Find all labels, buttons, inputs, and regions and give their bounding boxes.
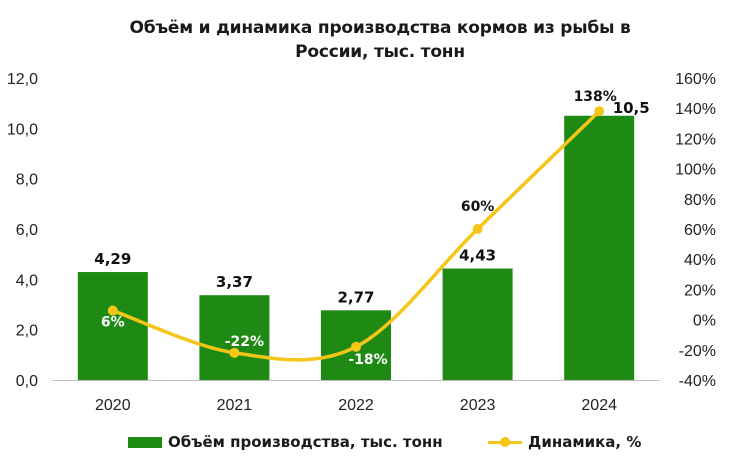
dynamics-line (111, 109, 601, 362)
y-left-tick-label: 8,0 (16, 172, 38, 189)
y-left-tick-label: 2,0 (16, 323, 38, 340)
x-tick-label: 2022 (338, 397, 374, 414)
legend-bar-swatch (128, 436, 162, 448)
bar-value-label: 10,5 (613, 99, 650, 117)
bar (564, 115, 635, 380)
dynamics-point (107, 305, 118, 316)
chart-title-line-2: России, тыс. тонн (295, 42, 465, 62)
legend-item-volume: Объём производства, тыс. тонн (128, 433, 443, 451)
y-right-tick-label: -20% (679, 343, 716, 360)
x-tick-label: 2024 (581, 397, 617, 414)
y-right-tick-label: 20% (684, 282, 716, 299)
dynamics-point (472, 224, 483, 234)
dynamics-point (229, 347, 240, 358)
bar-value-label: 2,77 (337, 288, 374, 306)
y-right-tick-label: 160% (675, 71, 716, 88)
chart-title-line-1: Объём и динамика производства кормов из … (129, 18, 631, 38)
y-left-tick-label: 4,0 (16, 272, 38, 289)
legend-line-swatch (488, 436, 522, 448)
bar-value-label: 4,43 (459, 247, 496, 265)
y-right-tick-label: 60% (684, 222, 716, 239)
y-right-tick-label: 80% (684, 192, 716, 209)
line-value-label: 138% (574, 89, 617, 105)
line-value-label: 60% (461, 199, 495, 215)
x-tick-label: 2023 (460, 397, 496, 414)
y-left-tick-label: 6,0 (16, 222, 38, 239)
y-left-tick-label: 10,0 (7, 121, 38, 138)
bar (442, 268, 513, 380)
y-left-tick-label: 0,0 (16, 373, 38, 390)
y-right-tick-label: -40% (679, 373, 716, 390)
y-left-tick-label: 12,0 (7, 71, 38, 88)
y-right-tick-label: 0% (693, 313, 716, 330)
bar (199, 295, 270, 380)
line-value-label: -18% (348, 352, 387, 368)
y-right-tick-label: 40% (684, 252, 716, 269)
bar-value-label: 4,29 (94, 250, 131, 268)
bar (77, 272, 148, 380)
legend-item-dynamics: Динамика, % (488, 433, 641, 451)
y-right-tick-label: 120% (675, 131, 716, 148)
y-right-tick-label: 100% (675, 162, 716, 179)
x-tick-label: 2020 (95, 397, 131, 414)
dynamics-point (351, 341, 361, 352)
line-value-label: -22% (225, 334, 264, 350)
legend-label-dynamics: Динамика, % (528, 433, 642, 451)
x-tick-label: 2021 (217, 397, 253, 414)
y-right-tick-label: 140% (675, 101, 716, 118)
dynamics-point (594, 106, 605, 117)
legend-label-volume: Объём производства, тыс. тонн (168, 433, 443, 451)
line-value-label: 6% (101, 315, 125, 331)
bar-value-label: 3,37 (216, 273, 253, 291)
